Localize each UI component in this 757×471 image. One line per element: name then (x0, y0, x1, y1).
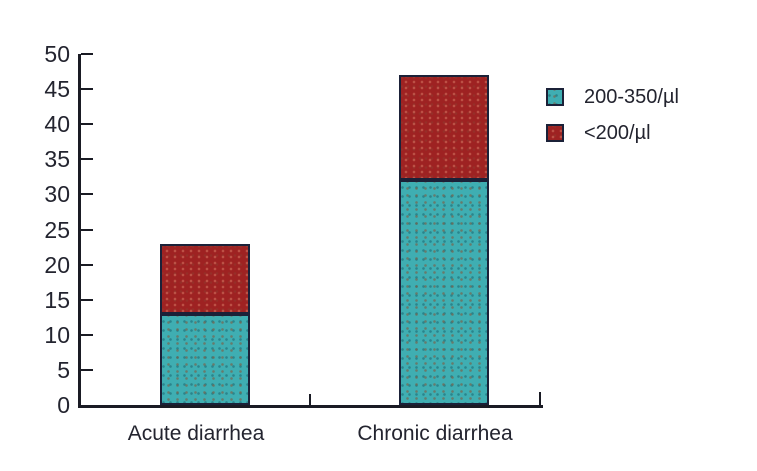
y-tick-label: 15 (44, 286, 70, 313)
y-tick-mark (81, 333, 93, 336)
legend: 200-350/µl <200/µl (546, 86, 679, 144)
legend-swatch-red (546, 124, 564, 142)
category-label: Chronic diarrhea (357, 422, 513, 445)
bar-segment-teal (399, 180, 489, 405)
y-tick-mark (81, 193, 93, 196)
x-tick-mark (309, 394, 311, 405)
y-tick-mark (81, 263, 93, 266)
x-axis-line (78, 405, 543, 408)
y-tick-label: 20 (44, 251, 70, 278)
y-tick-mark (81, 368, 93, 371)
y-tick-label: 10 (44, 321, 70, 348)
category-label: Acute diarrhea (127, 422, 265, 445)
y-tick-mark (81, 53, 93, 55)
y-tick-label: 40 (44, 111, 70, 138)
y-tick-label: 5 (57, 356, 70, 383)
legend-label: <200/µl (584, 122, 651, 144)
legend-label: 200-350/µl (584, 86, 679, 108)
bar-segment-red (399, 75, 489, 181)
y-tick-mark (81, 158, 93, 161)
legend-item: 200-350/µl (546, 86, 679, 108)
bar-segment-red (160, 243, 250, 314)
y-tick-label: 50 (44, 41, 70, 67)
y-axis-line (78, 54, 81, 408)
legend-item: <200/µl (546, 122, 679, 144)
y-tick-mark (81, 298, 93, 301)
y-tick-label: 45 (44, 76, 70, 103)
y-tick-mark (81, 228, 93, 231)
bar-segment-teal (160, 313, 250, 405)
x-tick-mark (539, 392, 541, 405)
y-tick-mark (81, 88, 93, 91)
y-tick-mark (81, 123, 93, 126)
legend-swatch-teal (546, 88, 564, 106)
y-tick-label: 35 (44, 146, 70, 173)
y-tick-label: 0 (57, 392, 70, 418)
y-tick-label: 30 (44, 181, 70, 208)
y-tick-label: 25 (44, 216, 70, 243)
plot-area: Acute diarrhea Chronic diarrhea (78, 53, 543, 445)
